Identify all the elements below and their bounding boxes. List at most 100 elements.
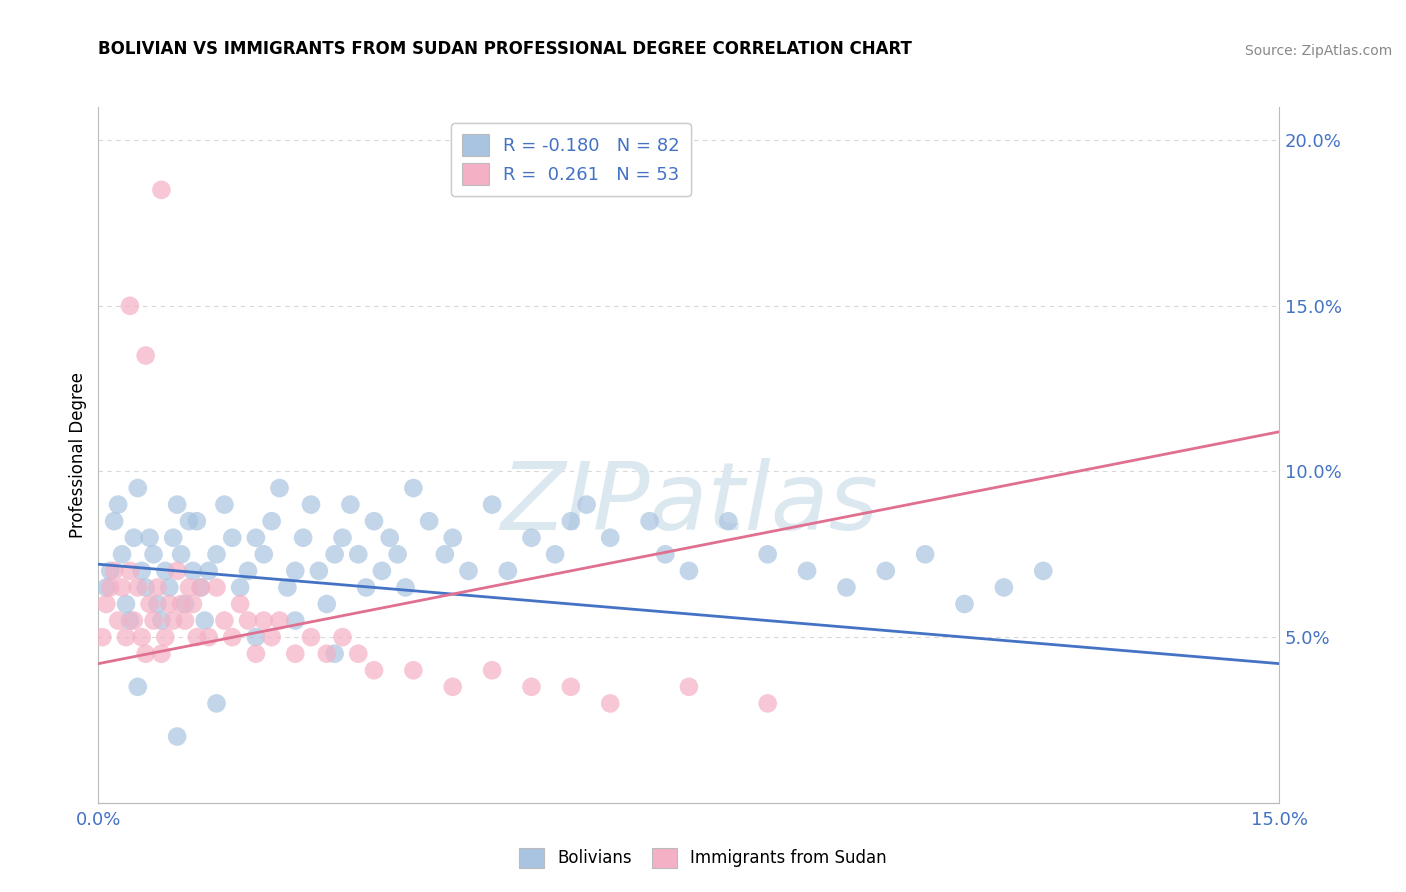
- Point: [131, 630, 153, 644]
- Point: [253, 547, 276, 561]
- Point: [347, 547, 370, 561]
- Point: [560, 680, 582, 694]
- Point: [170, 597, 193, 611]
- Point: [284, 564, 307, 578]
- Point: [654, 547, 676, 561]
- Point: [457, 564, 479, 578]
- Point: [315, 647, 337, 661]
- Point: [166, 730, 188, 744]
- Point: [332, 531, 354, 545]
- Point: [135, 349, 157, 363]
- Point: [214, 614, 236, 628]
- Text: Source: ZipAtlas.com: Source: ZipAtlas.com: [1244, 44, 1392, 58]
- Point: [993, 581, 1015, 595]
- Point: [103, 564, 125, 578]
- Point: [481, 663, 503, 677]
- Point: [155, 630, 177, 644]
- Point: [236, 564, 259, 578]
- Point: [135, 647, 157, 661]
- Point: [190, 581, 212, 595]
- Point: [166, 498, 188, 512]
- Point: [186, 514, 208, 528]
- Point: [418, 514, 440, 528]
- Point: [229, 597, 252, 611]
- Point: [308, 564, 330, 578]
- Point: [284, 614, 307, 628]
- Point: [914, 547, 936, 561]
- Point: [347, 647, 370, 661]
- Point: [131, 564, 153, 578]
- Point: [756, 697, 779, 711]
- Point: [269, 614, 291, 628]
- Point: [717, 514, 740, 528]
- Y-axis label: Professional Degree: Professional Degree: [69, 372, 87, 538]
- Point: [323, 547, 346, 561]
- Point: [205, 547, 228, 561]
- Point: [245, 630, 267, 644]
- Point: [166, 564, 188, 578]
- Point: [122, 531, 145, 545]
- Point: [402, 663, 425, 677]
- Point: [115, 597, 138, 611]
- Point: [953, 597, 976, 611]
- Point: [122, 614, 145, 628]
- Point: [177, 514, 200, 528]
- Point: [194, 614, 217, 628]
- Point: [299, 630, 322, 644]
- Point: [205, 581, 228, 595]
- Point: [363, 663, 385, 677]
- Point: [197, 564, 219, 578]
- Point: [103, 514, 125, 528]
- Point: [177, 581, 200, 595]
- Point: [205, 697, 228, 711]
- Point: [118, 299, 141, 313]
- Point: [835, 581, 858, 595]
- Point: [354, 581, 377, 595]
- Point: [135, 581, 157, 595]
- Point: [146, 581, 169, 595]
- Point: [127, 481, 149, 495]
- Point: [162, 531, 184, 545]
- Point: [118, 614, 141, 628]
- Point: [371, 564, 394, 578]
- Point: [363, 514, 385, 528]
- Point: [441, 531, 464, 545]
- Point: [155, 564, 177, 578]
- Point: [142, 547, 165, 561]
- Point: [229, 581, 252, 595]
- Point: [157, 581, 180, 595]
- Point: [269, 481, 291, 495]
- Legend: Bolivians, Immigrants from Sudan: Bolivians, Immigrants from Sudan: [512, 841, 894, 875]
- Point: [875, 564, 897, 578]
- Point: [520, 680, 543, 694]
- Point: [292, 531, 315, 545]
- Point: [221, 531, 243, 545]
- Point: [150, 614, 173, 628]
- Point: [299, 498, 322, 512]
- Point: [96, 597, 118, 611]
- Point: [170, 547, 193, 561]
- Point: [756, 547, 779, 561]
- Point: [91, 630, 114, 644]
- Point: [599, 531, 621, 545]
- Point: [1032, 564, 1054, 578]
- Point: [162, 614, 184, 628]
- Point: [332, 630, 354, 644]
- Point: [378, 531, 401, 545]
- Point: [115, 630, 138, 644]
- Point: [107, 614, 129, 628]
- Point: [323, 647, 346, 661]
- Point: [387, 547, 409, 561]
- Point: [150, 183, 173, 197]
- Point: [138, 597, 160, 611]
- Point: [481, 498, 503, 512]
- Point: [157, 597, 180, 611]
- Point: [174, 614, 197, 628]
- Point: [118, 564, 141, 578]
- Point: [107, 498, 129, 512]
- Legend: R = -0.180   N = 82, R =  0.261   N = 53: R = -0.180 N = 82, R = 0.261 N = 53: [451, 123, 690, 196]
- Point: [678, 680, 700, 694]
- Point: [433, 547, 456, 561]
- Point: [214, 498, 236, 512]
- Point: [245, 531, 267, 545]
